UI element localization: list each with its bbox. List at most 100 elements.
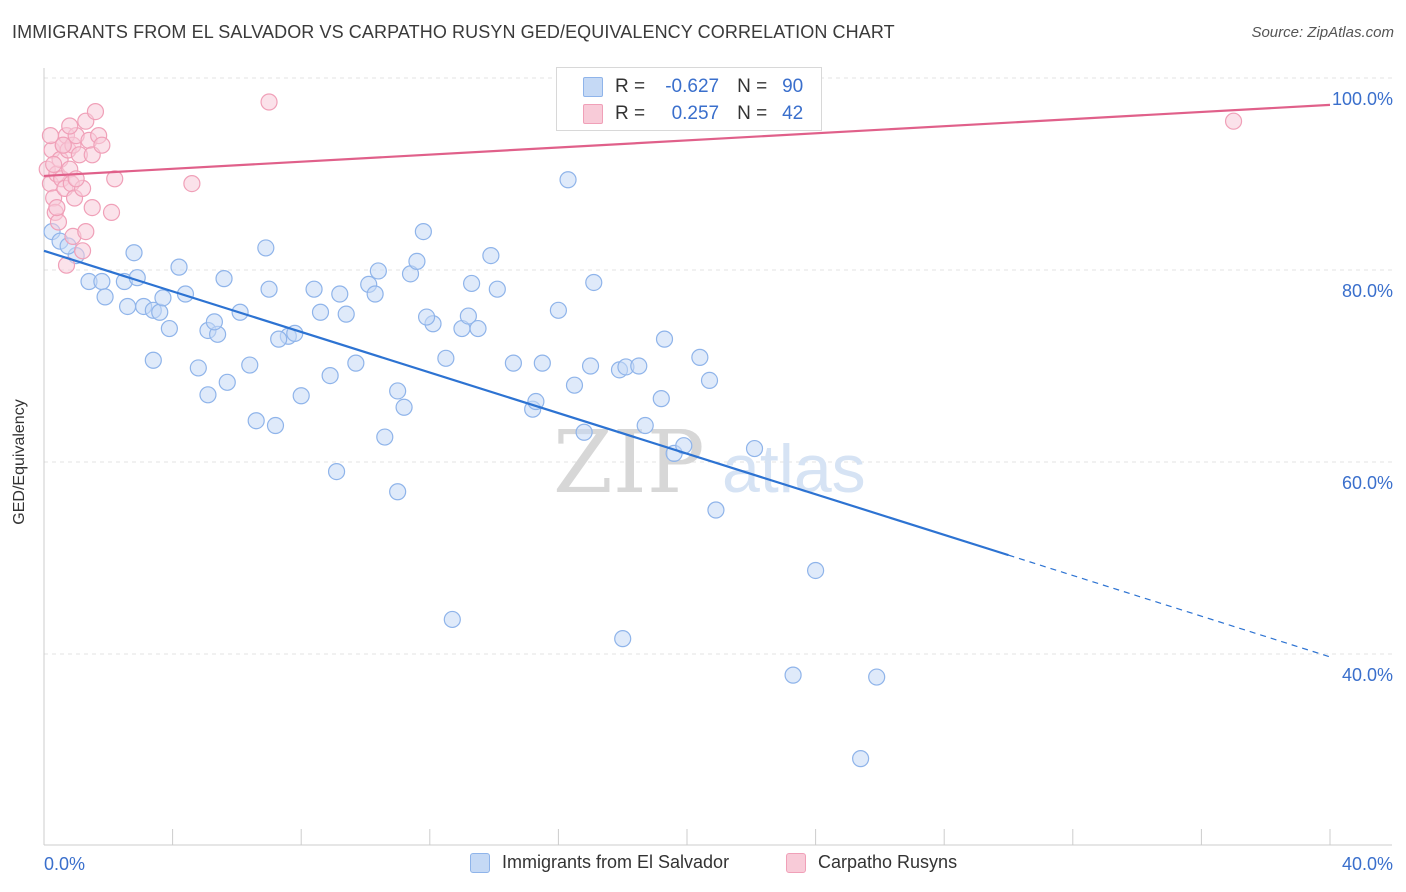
point-el-salvador	[215, 270, 233, 288]
trend-line-el-salvador	[43, 249, 1009, 557]
trend-line-carpatho-rusyns	[43, 103, 1331, 178]
stats-legend: R = -0.627 N = 90 R = 0.257 N = 42	[556, 67, 822, 131]
point-carpatho-rusyns	[73, 242, 92, 260]
stats-row-el-salvador: R = -0.627 N = 90	[583, 76, 803, 98]
trend-line-el-salvador-extension	[1008, 554, 1331, 658]
axes	[43, 68, 1392, 846]
point-carpatho-rusyns	[48, 199, 66, 217]
y-tick-label: 80.0%	[1342, 281, 1393, 301]
point-carpatho-rusyns	[41, 127, 60, 145]
point-el-salvador	[389, 382, 407, 400]
n-value: 90	[782, 76, 804, 97]
x-tick-label: 40.0%	[1342, 854, 1393, 874]
point-carpatho-rusyns	[86, 102, 105, 121]
point-carpatho-rusyns	[49, 213, 68, 231]
series-legend: Immigrants from El Salvador Carpatho Rus…	[0, 852, 1406, 876]
point-el-salvador	[504, 354, 522, 372]
point-el-salvador	[144, 351, 162, 369]
point-el-salvador	[784, 666, 802, 684]
point-el-salvador	[292, 387, 310, 405]
point-el-salvador	[408, 252, 426, 270]
point-carpatho-rusyns	[106, 170, 124, 188]
y-tick-label: 40.0%	[1342, 665, 1393, 685]
point-el-salvador	[417, 308, 436, 326]
point-el-salvador	[331, 285, 349, 303]
gridlines	[44, 77, 1392, 655]
point-el-salvador	[270, 330, 288, 348]
point-el-salvador	[327, 463, 346, 481]
point-el-salvador	[257, 239, 275, 257]
point-carpatho-rusyns	[54, 136, 72, 154]
point-el-salvador	[321, 367, 339, 385]
watermark: ZIP atlas	[553, 413, 866, 513]
point-el-salvador	[700, 371, 719, 389]
point-el-salvador	[389, 483, 407, 501]
point-el-salvador	[93, 272, 111, 291]
point-carpatho-rusyns	[83, 199, 101, 217]
point-el-salvador	[414, 223, 432, 241]
point-el-salvador	[260, 280, 278, 298]
point-el-salvador	[199, 386, 217, 404]
point-el-salvador	[652, 390, 670, 408]
legend-swatch-carpatho-rusyns	[786, 852, 806, 873]
legend-item-el-salvador: Immigrants from El Salvador	[470, 852, 729, 873]
point-el-salvador	[366, 285, 384, 303]
point-el-salvador	[533, 354, 551, 372]
point-el-salvador	[443, 610, 461, 629]
point-el-salvador	[189, 359, 207, 377]
point-carpatho-rusyns	[1224, 112, 1243, 130]
point-el-salvador	[462, 274, 481, 293]
point-el-salvador	[160, 319, 178, 338]
point-carpatho-rusyns	[183, 175, 201, 193]
y-tick-label: 100.0%	[1332, 89, 1393, 109]
point-el-salvador	[852, 750, 870, 768]
point-el-salvador	[806, 561, 825, 580]
r-label: R =	[615, 103, 646, 124]
point-el-salvador	[488, 280, 506, 298]
point-el-salvador	[469, 319, 487, 338]
watermark-atlas: atlas	[722, 431, 866, 507]
point-carpatho-rusyns	[93, 136, 111, 154]
point-el-salvador	[868, 668, 886, 686]
legend-label-el-salvador: Immigrants from El Salvador	[502, 852, 730, 872]
swatch-el-salvador	[583, 77, 603, 97]
series-el-salvador	[43, 171, 886, 768]
legend-swatch-el-salvador	[470, 852, 490, 873]
point-el-salvador	[559, 171, 577, 189]
x-tick-label: 0.0%	[44, 854, 85, 874]
point-el-salvador	[369, 262, 387, 280]
point-el-salvador	[707, 501, 725, 519]
point-el-salvador	[745, 439, 764, 458]
point-el-salvador	[565, 376, 584, 394]
point-el-salvador	[581, 357, 600, 375]
point-el-salvador	[218, 373, 236, 391]
legend-label-carpatho-rusyns: Carpatho Rusyns	[818, 852, 958, 872]
point-el-salvador	[337, 305, 355, 323]
point-el-salvador	[655, 330, 674, 348]
point-el-salvador	[205, 313, 223, 331]
point-el-salvador	[305, 280, 323, 298]
point-el-salvador	[151, 303, 169, 321]
source-label: Source: ZipAtlas.com	[1251, 24, 1394, 41]
point-el-salvador	[482, 247, 500, 265]
point-el-salvador	[347, 354, 365, 372]
point-el-salvador	[376, 428, 394, 446]
point-el-salvador	[437, 349, 455, 367]
r-value: 0.257	[671, 103, 720, 124]
stats-row-carpatho-rusyns: R = 0.257 N = 42	[583, 103, 803, 125]
point-el-salvador	[614, 630, 632, 648]
n-value: 42	[782, 103, 804, 124]
point-el-salvador	[96, 288, 114, 306]
chart-title: IMMIGRANTS FROM EL SALVADOR VS CARPATHO …	[12, 22, 895, 42]
tick-labels: 40.0% 60.0% 80.0% 100.0% 0.0% 40.0%	[44, 89, 1393, 874]
point-el-salvador	[266, 416, 285, 435]
point-carpatho-rusyns	[77, 223, 95, 241]
n-label: N =	[737, 76, 768, 97]
series-carpatho-rusyns	[38, 93, 1243, 274]
point-el-salvador	[691, 348, 709, 366]
r-label: R =	[615, 76, 646, 97]
point-el-salvador	[636, 416, 654, 435]
point-el-salvador	[241, 356, 259, 374]
r-value: -0.627	[665, 76, 720, 97]
